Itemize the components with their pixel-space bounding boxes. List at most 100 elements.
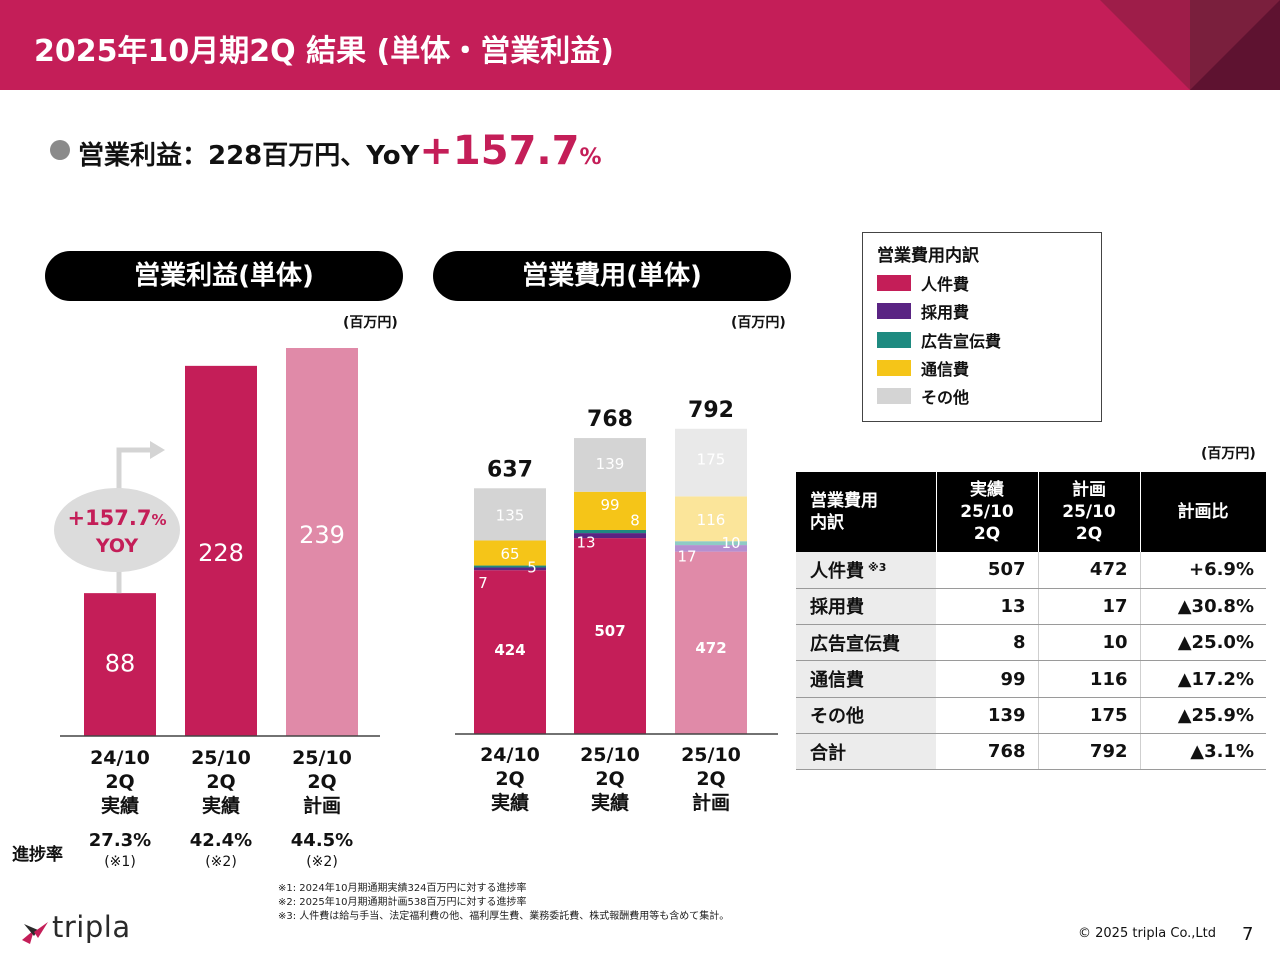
x-tick-label: 実績 [591,791,629,814]
segment-value-label: 8 [630,512,640,530]
legend-title: 営業費用内訳 [877,246,979,266]
tripla-logo-icon [22,922,48,944]
expense-table: 営業費用 内訳 実績 25/10 2Q 計画 25/10 2Q 計画比 人件費 ※3 507… [796,472,1267,771]
segment-value-label: 116 [697,511,726,529]
chart1-unit-label: (百万円) [343,315,398,331]
expense-legend: 営業費用内訳 人件費 採用費 広告宣伝費 通信費 その他 [862,232,1102,422]
headline-yoy-value: +157.7 [419,128,580,174]
ratio-cell: ▲25.0% [1140,624,1266,662]
plan-cell: 17 [1038,588,1141,626]
actual-cell: 507 [936,552,1039,589]
expense-segment [574,538,646,734]
table-header-cell: 実績 25/10 2Q [936,472,1039,552]
x-tick-label: 計画 [303,794,341,817]
x-tick-label: 2Q [696,768,725,790]
progress-note: (※2) [306,854,338,870]
headline: 営業利益：228百万円、YoY+157.7% [50,128,602,174]
tripla-logo-text: tripla [52,910,131,944]
x-tick-label: 2Q [595,768,624,790]
row-label: 広告宣伝費 [796,624,936,662]
table-header-cell: 計画比 [1140,472,1267,552]
bar-total-label: 792 [688,398,734,423]
expense-segment [474,570,546,734]
expense-segment [574,491,646,530]
legend-swatch [877,388,911,404]
yoy-badge [54,488,180,572]
x-tick-label: 2Q [206,771,235,793]
operating-profit-title: 営業利益(単体) [45,251,403,301]
segment-value-label: 13 [576,534,595,552]
table-header-cell: 計画 25/10 2Q [1038,472,1141,552]
table-row: 通信費 99 116 ▲17.2% [796,660,1266,698]
actual-cell: 13 [936,588,1039,626]
footnote-ref: ※3 [868,560,887,574]
segment-value-label: 10 [721,534,740,552]
ratio-cell: ▲25.9% [1140,697,1266,734]
legend-swatch [877,303,911,319]
legend-item: 人件費 [877,271,970,294]
row-label: その他 [796,697,936,734]
x-tick-label: 24/10 [90,747,150,769]
progress-note: (※1) [104,854,136,870]
legend-swatch [877,275,911,291]
table-row: 採用費 13 17 ▲30.8% [796,588,1266,626]
expense-segment [574,438,646,492]
table-row: 広告宣伝費 8 10 ▲25.0% [796,624,1266,662]
segment-value-label: 99 [600,496,619,514]
table-header-cell: 営業費用 内訳 [796,472,937,552]
ratio-cell: +6.9% [1140,552,1266,589]
bar-value-label: 239 [299,521,345,549]
expense-segment [675,428,747,497]
expense-segment [574,530,646,534]
progress-note: (※2) [205,854,237,870]
x-tick-label: 計画 [692,791,730,814]
yoy-badge-value: +157.7% [67,506,166,530]
expense-segment [474,565,546,568]
legend-label: 人件費 [921,275,970,294]
operating-expense-title: 営業費用(単体) [433,251,791,301]
table-row: 合計 768 792 ▲3.1% [796,733,1266,771]
plan-cell: 175 [1038,697,1141,734]
yoy-badge-label: YOY [95,535,139,557]
legend-label: その他 [921,388,970,407]
ratio-cell: ▲30.8% [1140,588,1266,626]
segment-value-label: 17 [677,547,696,565]
table-row: その他 139 175 ▲25.9% [796,697,1266,734]
legend-label: 通信費 [921,360,970,379]
expense-segment [675,541,747,546]
footnote: ※1: 2024年10月期通期実績324百万円に対する進捗率 [278,883,527,894]
ratio-cell: ▲17.2% [1140,660,1266,698]
yoy-badge-pct: % [152,511,167,529]
progress-rate: 44.5% [291,830,353,851]
expense-segment [474,567,546,571]
headline-yoy-pct: % [579,145,602,170]
legend-item: 採用費 [877,299,969,322]
actual-cell: 139 [936,697,1039,734]
row-label: 通信費 [796,660,936,698]
bar-total-label: 637 [487,457,533,482]
x-tick-label: 実績 [202,794,240,817]
segment-value-label: 135 [496,506,525,524]
row-label: 採用費 [796,588,936,626]
actual-cell: 768 [936,733,1039,771]
footnote: ※3: 人件費は給与手当、法定福利費の他、福利厚生費、業務委託費、株式報酬費用等… [278,911,730,922]
expense-segment [675,545,747,552]
page-title: 2025年10月期2Q 結果 (単体・営業利益) [34,34,614,69]
progress-label: 進捗率 [12,845,63,865]
progress-rate: 27.3% [89,830,151,851]
bar-total-label: 768 [587,407,633,432]
bullet-icon [50,140,70,160]
actual-cell: 99 [936,660,1039,698]
legend-swatch [877,360,911,376]
ratio-cell: ▲3.1% [1140,733,1266,771]
plan-cell: 10 [1038,624,1141,662]
plan-cell: 792 [1038,733,1141,771]
legend-item: 通信費 [877,356,970,379]
expense-segment [574,533,646,539]
expense-segment [474,540,546,566]
x-tick-label: 2Q [307,771,336,793]
expense-segment [675,551,747,734]
plan-cell: 116 [1038,660,1141,698]
